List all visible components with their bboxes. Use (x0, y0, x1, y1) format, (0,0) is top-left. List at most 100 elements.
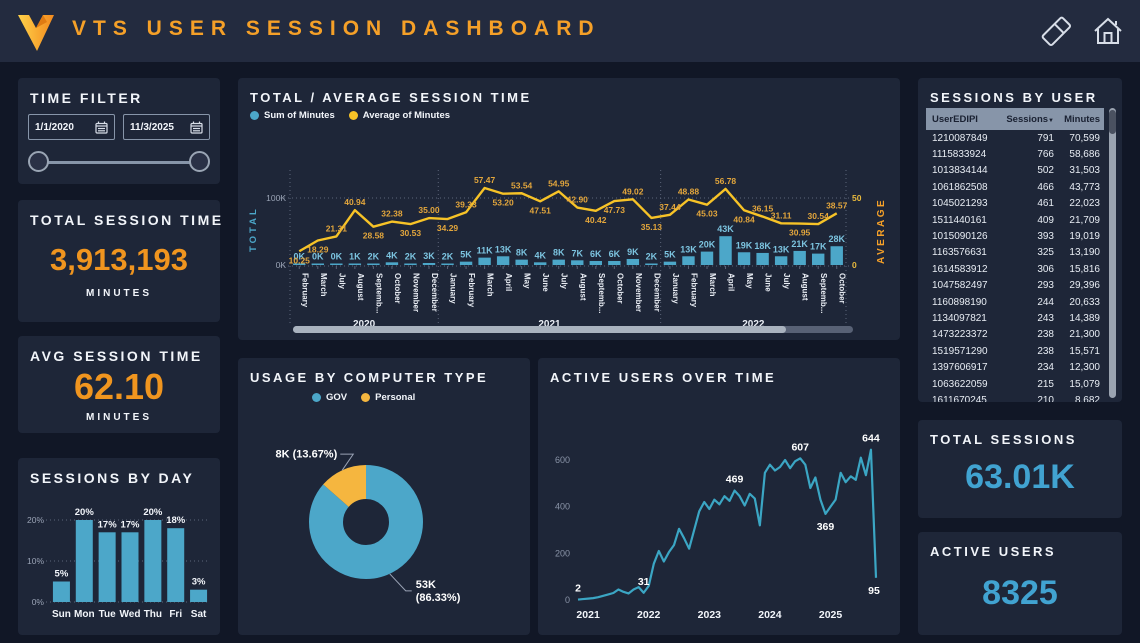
sessions-by-day-chart[interactable]: 0% 10% 20% 5% Sun 20% Mon 17% Tue 17% Wed 20% Thu 18%… (22, 490, 216, 632)
bar-day[interactable] (190, 589, 208, 602)
svg-text:19K: 19K (736, 240, 753, 250)
table-row[interactable]: 1013834144 502 31,503 (926, 163, 1104, 179)
slider-track[interactable] (38, 161, 200, 164)
bar-sum-minutes[interactable] (459, 261, 473, 265)
bar-sum-minutes[interactable] (552, 259, 565, 265)
bar-sum-minutes[interactable] (515, 259, 528, 265)
svg-text:October: October (838, 273, 847, 304)
bar-sum-minutes[interactable] (608, 260, 621, 265)
cell-sessions: 210 (1037, 394, 1054, 402)
combo-chart[interactable]: 2020 2021 2022 0K February 0K March 0K July 1K Aug… (242, 118, 894, 332)
cell-sessions: 409 (1037, 214, 1054, 226)
bar-sum-minutes[interactable] (348, 263, 362, 266)
bar-sum-minutes[interactable] (571, 260, 584, 265)
calendar-icon (95, 121, 108, 134)
bar-sum-minutes[interactable] (441, 263, 454, 266)
eraser-icon[interactable] (1038, 14, 1074, 48)
svg-text:August: August (356, 273, 365, 301)
bar-day[interactable] (167, 528, 185, 602)
table-row[interactable]: 1473223372 238 21,300 (926, 327, 1104, 343)
bar-sum-minutes[interactable] (404, 263, 417, 266)
bar-sum-minutes[interactable] (367, 263, 380, 266)
slider-handle-end[interactable] (189, 151, 210, 172)
slider-handle-start[interactable] (28, 151, 49, 172)
line-average-minutes[interactable] (298, 186, 838, 253)
bar-sum-minutes[interactable] (385, 262, 399, 265)
bar-sum-minutes[interactable] (422, 262, 436, 265)
active-users-chart-title: ACTIVE USERS OVER TIME (550, 370, 777, 385)
table-row[interactable]: 1047582497 293 29,396 (926, 278, 1104, 294)
active-users-chart[interactable]: 0 200 400 600 2021 2022 2023 2024 2025 2 31 469 607 3… (544, 390, 894, 632)
bar-sum-minutes[interactable] (830, 246, 843, 265)
home-icon[interactable] (1090, 14, 1126, 48)
svg-text:47.51: 47.51 (530, 205, 552, 215)
bar-sum-minutes[interactable] (700, 251, 714, 265)
table-row[interactable]: 1163576631 325 13,190 (926, 245, 1104, 261)
usage-donut-chart[interactable]: 8K (13.67%) 53K(86.33%) (238, 410, 530, 632)
bar-sum-minutes[interactable] (626, 258, 640, 265)
svg-text:17%: 17% (120, 519, 140, 530)
bar-day[interactable] (98, 532, 116, 602)
table-row[interactable]: 1115833924 766 58,686 (926, 146, 1104, 162)
bar-sum-minutes[interactable] (737, 252, 751, 265)
svg-text:30.53: 30.53 (400, 228, 422, 238)
bar-sum-minutes[interactable] (774, 256, 788, 265)
start-date-input[interactable]: 1/1/2020 (28, 114, 115, 140)
table-row[interactable]: 1611670245 210 8,682 (926, 392, 1104, 402)
hscroll-thumb[interactable] (293, 326, 786, 333)
bar-day[interactable] (144, 520, 162, 602)
table-row[interactable]: 1511440161 409 21,709 (926, 212, 1104, 228)
bar-sum-minutes[interactable] (589, 260, 602, 265)
svg-text:(86.33%): (86.33%) (416, 592, 461, 604)
bar-day[interactable] (75, 520, 93, 602)
chart-hscrollbar[interactable] (293, 326, 853, 333)
cell-useredipi: 1210087849 (932, 132, 988, 144)
bar-sum-minutes[interactable] (496, 256, 510, 265)
bar-sum-minutes[interactable] (293, 263, 306, 266)
col-header-sessions[interactable]: Sessions▼ (1006, 113, 1054, 125)
table-row[interactable]: 1063622059 215 15,079 (926, 376, 1104, 392)
svg-text:56.78: 56.78 (715, 176, 737, 186)
svg-text:10%: 10% (27, 556, 44, 566)
svg-text:6K: 6K (590, 249, 602, 259)
table-row[interactable]: 1160898190 244 20,633 (926, 294, 1104, 310)
bar-sum-minutes[interactable] (682, 256, 695, 265)
slice-personal[interactable] (309, 465, 423, 579)
bar-sum-minutes[interactable] (645, 263, 658, 266)
cell-sessions: 502 (1037, 165, 1054, 177)
cell-sessions: 306 (1037, 263, 1054, 275)
table-row[interactable]: 1015090126 393 19,019 (926, 228, 1104, 244)
bar-sum-minutes[interactable] (719, 236, 732, 265)
cell-useredipi: 1511440161 (932, 214, 987, 226)
bar-sum-minutes[interactable] (663, 261, 677, 265)
time-filter-title: TIME FILTER (30, 90, 143, 106)
svg-text:57.47: 57.47 (474, 175, 496, 185)
svg-text:August: August (578, 273, 587, 301)
svg-text:31.11: 31.11 (771, 210, 792, 220)
bar-sum-minutes[interactable] (793, 250, 806, 265)
table-row[interactable]: 1519571290 238 15,571 (926, 343, 1104, 359)
bar-sum-minutes[interactable] (330, 263, 343, 266)
bar-sum-minutes[interactable] (478, 257, 491, 265)
bar-day[interactable] (121, 532, 139, 602)
table-row[interactable]: 1045021293 461 22,023 (926, 196, 1104, 212)
table-row[interactable]: 1061862508 466 43,773 (926, 179, 1104, 195)
col-header-minutes[interactable]: Minutes (1064, 113, 1100, 125)
table-vscrollbar[interactable] (1109, 108, 1116, 398)
bar-sum-minutes[interactable] (756, 252, 769, 265)
vscroll-thumb[interactable] (1109, 110, 1116, 134)
table-row[interactable]: 1614583912 306 15,816 (926, 261, 1104, 277)
svg-text:July: July (782, 273, 791, 290)
avg-session-time-card: AVG SESSION TIME 62.10 MINUTES (18, 336, 220, 433)
col-header-useredipi[interactable]: UserEDIPI (932, 113, 978, 125)
bar-day[interactable] (52, 581, 70, 603)
svg-text:January: January (449, 273, 458, 304)
bar-sum-minutes[interactable] (812, 253, 825, 265)
bar-sum-minutes[interactable] (311, 263, 324, 266)
bar-sum-minutes[interactable] (534, 262, 547, 265)
end-date-input[interactable]: 11/3/2025 (123, 114, 210, 140)
table-row[interactable]: 1397606917 234 12,300 (926, 359, 1104, 375)
line-active-users[interactable] (577, 448, 878, 601)
table-row[interactable]: 1134097821 243 14,389 (926, 310, 1104, 326)
table-row[interactable]: 1210087849 791 70,599 (926, 130, 1104, 146)
